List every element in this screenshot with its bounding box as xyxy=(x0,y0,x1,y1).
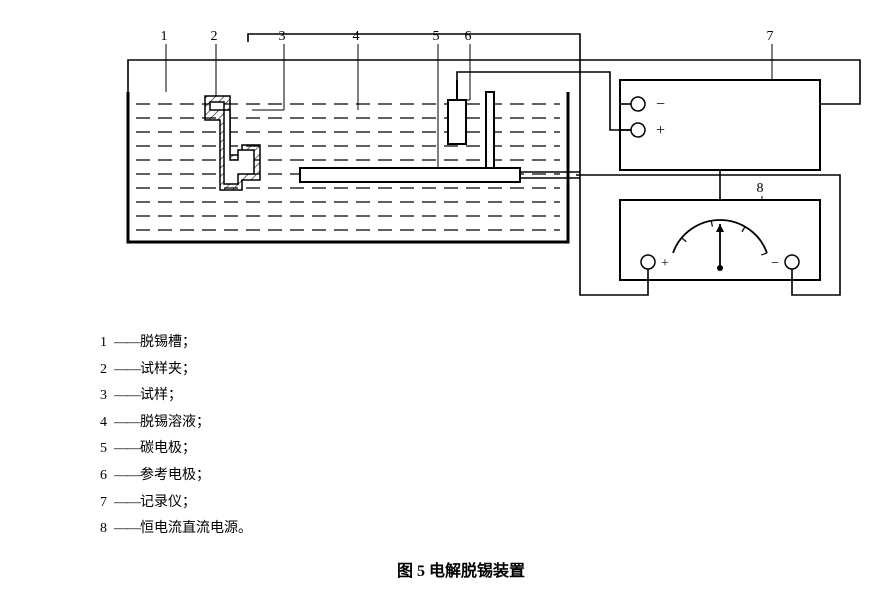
legend-dash: —— xyxy=(114,388,140,403)
legend-number: 6 xyxy=(100,463,114,490)
figure-page: −++−12345678 1——脱锡槽；2——试样夹；3——试样；4——脱锡溶液… xyxy=(20,20,882,581)
legend-row: 5——碳电极； xyxy=(100,436,882,463)
svg-text:6: 6 xyxy=(465,29,472,44)
figure-caption: 图 5 电解脱锡装置 xyxy=(20,557,882,581)
legend-row: 4——脱锡溶液； xyxy=(100,410,882,437)
legend-text: 记录仪； xyxy=(140,495,196,510)
diagram-svg: − + + − 1 2 3 4 5 6 7 8 xyxy=(20,20,882,310)
legend-row: 6——参考电极； xyxy=(100,463,882,490)
svg-text:3: 3 xyxy=(279,29,286,44)
legend-row: 3——试样； xyxy=(100,383,882,410)
svg-text:1: 1 xyxy=(161,29,168,44)
svg-text:+: + xyxy=(661,256,669,271)
legend-text: 试样； xyxy=(140,388,182,403)
legend-row: 1——脱锡槽； xyxy=(100,330,882,357)
legend-dash: —— xyxy=(114,468,140,483)
legend-number: 1 xyxy=(100,330,114,357)
legend-row: 8——恒电流直流电源。 xyxy=(100,516,882,543)
svg-text:7: 7 xyxy=(767,29,774,44)
legend-dash: —— xyxy=(114,362,140,377)
svg-text:+: + xyxy=(656,122,665,139)
svg-text:5: 5 xyxy=(433,29,440,44)
legend-text: 恒电流直流电源。 xyxy=(140,521,252,536)
legend-dash: —— xyxy=(114,495,140,510)
legend-number: 8 xyxy=(100,516,114,543)
legend-number: 2 xyxy=(100,357,114,384)
legend-number: 5 xyxy=(100,436,114,463)
legend-row: 7——记录仪； xyxy=(100,490,882,517)
svg-text:4: 4 xyxy=(353,29,360,44)
legend-dash: —— xyxy=(114,415,140,430)
svg-text:2: 2 xyxy=(211,29,218,44)
legend-text: 试样夹； xyxy=(140,362,196,377)
svg-text:8: 8 xyxy=(757,181,764,196)
legend-number: 3 xyxy=(100,383,114,410)
legend-text: 脱锡溶液； xyxy=(140,415,210,430)
legend-dash: —— xyxy=(114,441,140,456)
legend-dash: —— xyxy=(114,521,140,536)
legend: 1——脱锡槽；2——试样夹；3——试样；4——脱锡溶液；5——碳电极；6——参考… xyxy=(100,330,882,543)
legend-row: 2——试样夹； xyxy=(100,357,882,384)
legend-text: 碳电极； xyxy=(140,441,196,456)
legend-number: 7 xyxy=(100,490,114,517)
svg-text:−: − xyxy=(771,256,779,271)
legend-text: 脱锡槽； xyxy=(140,335,196,350)
legend-number: 4 xyxy=(100,410,114,437)
legend-dash: —— xyxy=(114,335,140,350)
svg-text:−: − xyxy=(656,96,665,113)
legend-text: 参考电极； xyxy=(140,468,210,483)
